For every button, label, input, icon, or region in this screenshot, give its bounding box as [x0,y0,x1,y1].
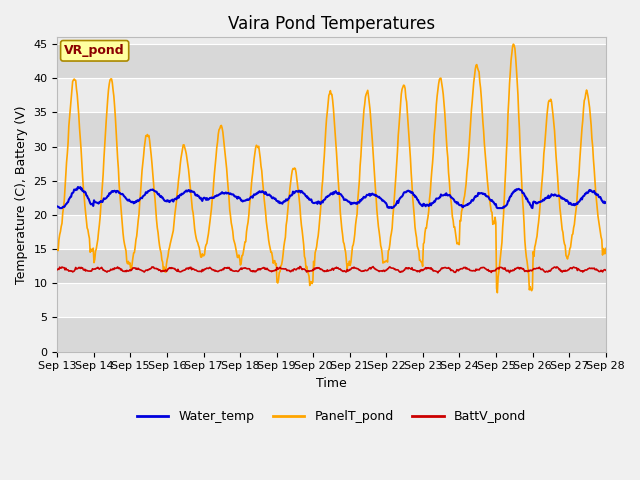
Legend: Water_temp, PanelT_pond, BattV_pond: Water_temp, PanelT_pond, BattV_pond [132,405,531,428]
Bar [58,112,605,146]
Bar [58,78,605,112]
Bar [58,44,605,78]
Title: Vaira Pond Temperatures: Vaira Pond Temperatures [228,15,435,33]
Bar [58,249,605,283]
Bar [58,181,605,215]
Bar [58,215,605,249]
Text: VR_pond: VR_pond [65,44,125,57]
X-axis label: Time: Time [316,377,347,390]
Bar [58,146,605,181]
Bar [58,283,605,317]
Bar [58,317,605,351]
Y-axis label: Temperature (C), Battery (V): Temperature (C), Battery (V) [15,105,28,284]
